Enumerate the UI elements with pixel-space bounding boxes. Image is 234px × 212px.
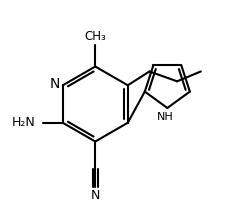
Text: N: N [91,189,100,202]
Text: NH: NH [157,112,174,122]
Text: N: N [49,77,60,91]
Text: H₂N: H₂N [11,116,35,129]
Text: CH₃: CH₃ [84,30,106,43]
